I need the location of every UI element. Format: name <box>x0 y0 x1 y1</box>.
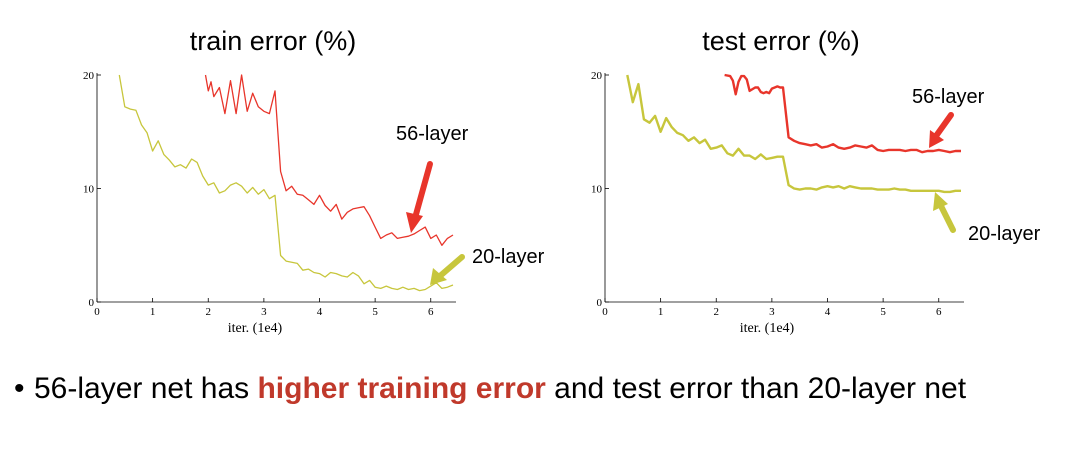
tick-group: 0 1 2 3 4 5 6 0 10 20 <box>591 70 942 318</box>
y-tick-label: 20 <box>591 70 603 82</box>
y-tick-label: 10 <box>591 184 603 196</box>
x-tick-label: 2 <box>714 306 720 318</box>
y-tick-label: 10 <box>83 184 95 196</box>
tick-group: 0 1 2 3 4 5 6 0 10 20 <box>83 70 434 318</box>
annotation-20-layer: 20-layer <box>472 246 545 268</box>
series-line-20-layer <box>626 74 961 194</box>
y-tick-label: 20 <box>83 70 95 82</box>
x-tick-label: 1 <box>150 306 156 318</box>
x-tick-label: 4 <box>317 306 323 318</box>
annotation-56-layer: 56-layer <box>396 123 469 145</box>
arrow-56-layer <box>406 161 433 233</box>
x-axis-label: iter. (1e4) <box>740 321 795 336</box>
x-axis-label: iter. (1e4) <box>228 321 283 336</box>
series-line-20-layer <box>118 74 454 292</box>
arrow-20-layer <box>933 192 956 233</box>
x-tick-label: 2 <box>206 306 212 318</box>
annotation-56-layer: 56-layer <box>912 86 985 108</box>
bullet-text: 56-layer net has higher training error a… <box>34 370 1034 408</box>
bullet-point: • 56-layer net has higher training error… <box>14 370 1034 408</box>
series-group <box>118 74 454 292</box>
x-tick-label: 5 <box>880 306 886 318</box>
x-tick-label: 6 <box>428 306 434 318</box>
x-tick-label: 3 <box>769 306 775 318</box>
bullet-highlight: higher training error <box>257 372 546 405</box>
bullet-text-before: 56-layer net has <box>34 372 258 405</box>
chart-title: train error (%) <box>190 26 357 56</box>
x-tick-label: 0 <box>94 306 100 318</box>
train-error-chart: train error (%) 0 1 2 3 4 5 6 0 10 20 iter. (1e4)… <box>83 26 545 336</box>
x-tick-label: 0 <box>602 306 608 318</box>
annotation-20-layer: 20-layer <box>968 223 1041 245</box>
series-group <box>626 73 961 194</box>
arrow-56-layer <box>929 112 954 148</box>
x-tick-label: 1 <box>658 306 664 318</box>
x-tick-label: 3 <box>261 306 267 318</box>
x-tick-label: 4 <box>825 306 831 318</box>
bullet-text-after: and test error than 20-layer net <box>545 372 967 405</box>
bullet-symbol: • <box>14 372 25 405</box>
series-line-56-layer <box>204 74 454 246</box>
y-tick-label: 0 <box>597 297 603 309</box>
x-tick-label: 5 <box>372 306 378 318</box>
chart-title: test error (%) <box>702 26 860 56</box>
arrow-20-layer <box>430 254 465 285</box>
series-line-56-layer <box>724 73 961 154</box>
y-tick-label: 0 <box>89 297 95 309</box>
x-tick-label: 6 <box>936 306 942 318</box>
